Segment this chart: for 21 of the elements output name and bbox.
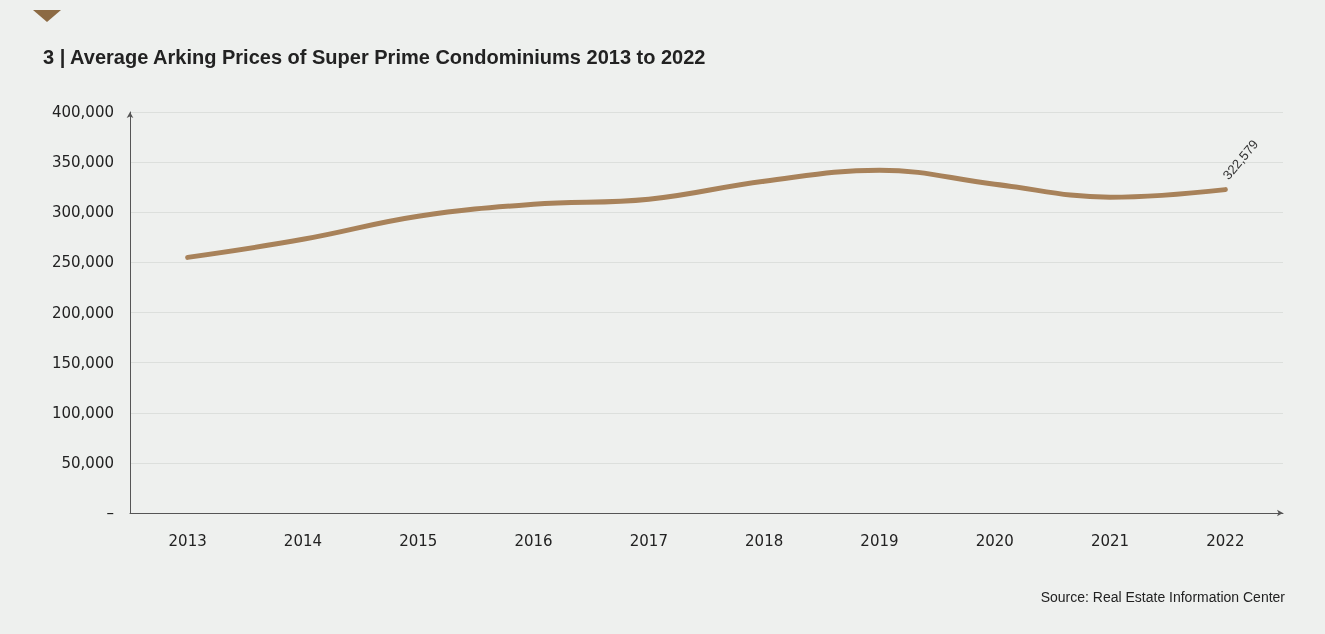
x-tick-label: 2020: [975, 531, 1014, 550]
source-note: Source: Real Estate Information Center: [1040, 589, 1286, 605]
y-tick-label: 400,000: [51, 103, 114, 121]
x-tick-label: 2015: [399, 531, 438, 550]
x-tick-label: 2018: [745, 531, 784, 550]
y-tick-label: 100,000: [51, 403, 114, 422]
y-tick-label: 150,000: [51, 353, 114, 372]
x-tick-label: 2016: [514, 531, 553, 550]
chart-title: 3 | Average Arking Prices of Super Prime Condominiums 2013 to 2022: [43, 46, 706, 68]
x-tick-label: 2014: [283, 531, 323, 550]
x-tick-label: 2017: [629, 531, 668, 550]
y-tick-label: 50,000: [61, 453, 114, 472]
y-tick-label: –: [106, 504, 114, 522]
y-tick-label: 300,000: [51, 203, 114, 222]
x-tick-label: 2019: [860, 531, 899, 550]
y-tick-label: 200,000: [51, 303, 114, 322]
x-tick-label: 2013: [168, 531, 207, 550]
x-tick-label: 2022: [1206, 531, 1245, 550]
x-tick-label: 2021: [1090, 531, 1130, 550]
y-tick-label: 350,000: [51, 153, 114, 172]
y-tick-label: 250,000: [51, 253, 114, 272]
